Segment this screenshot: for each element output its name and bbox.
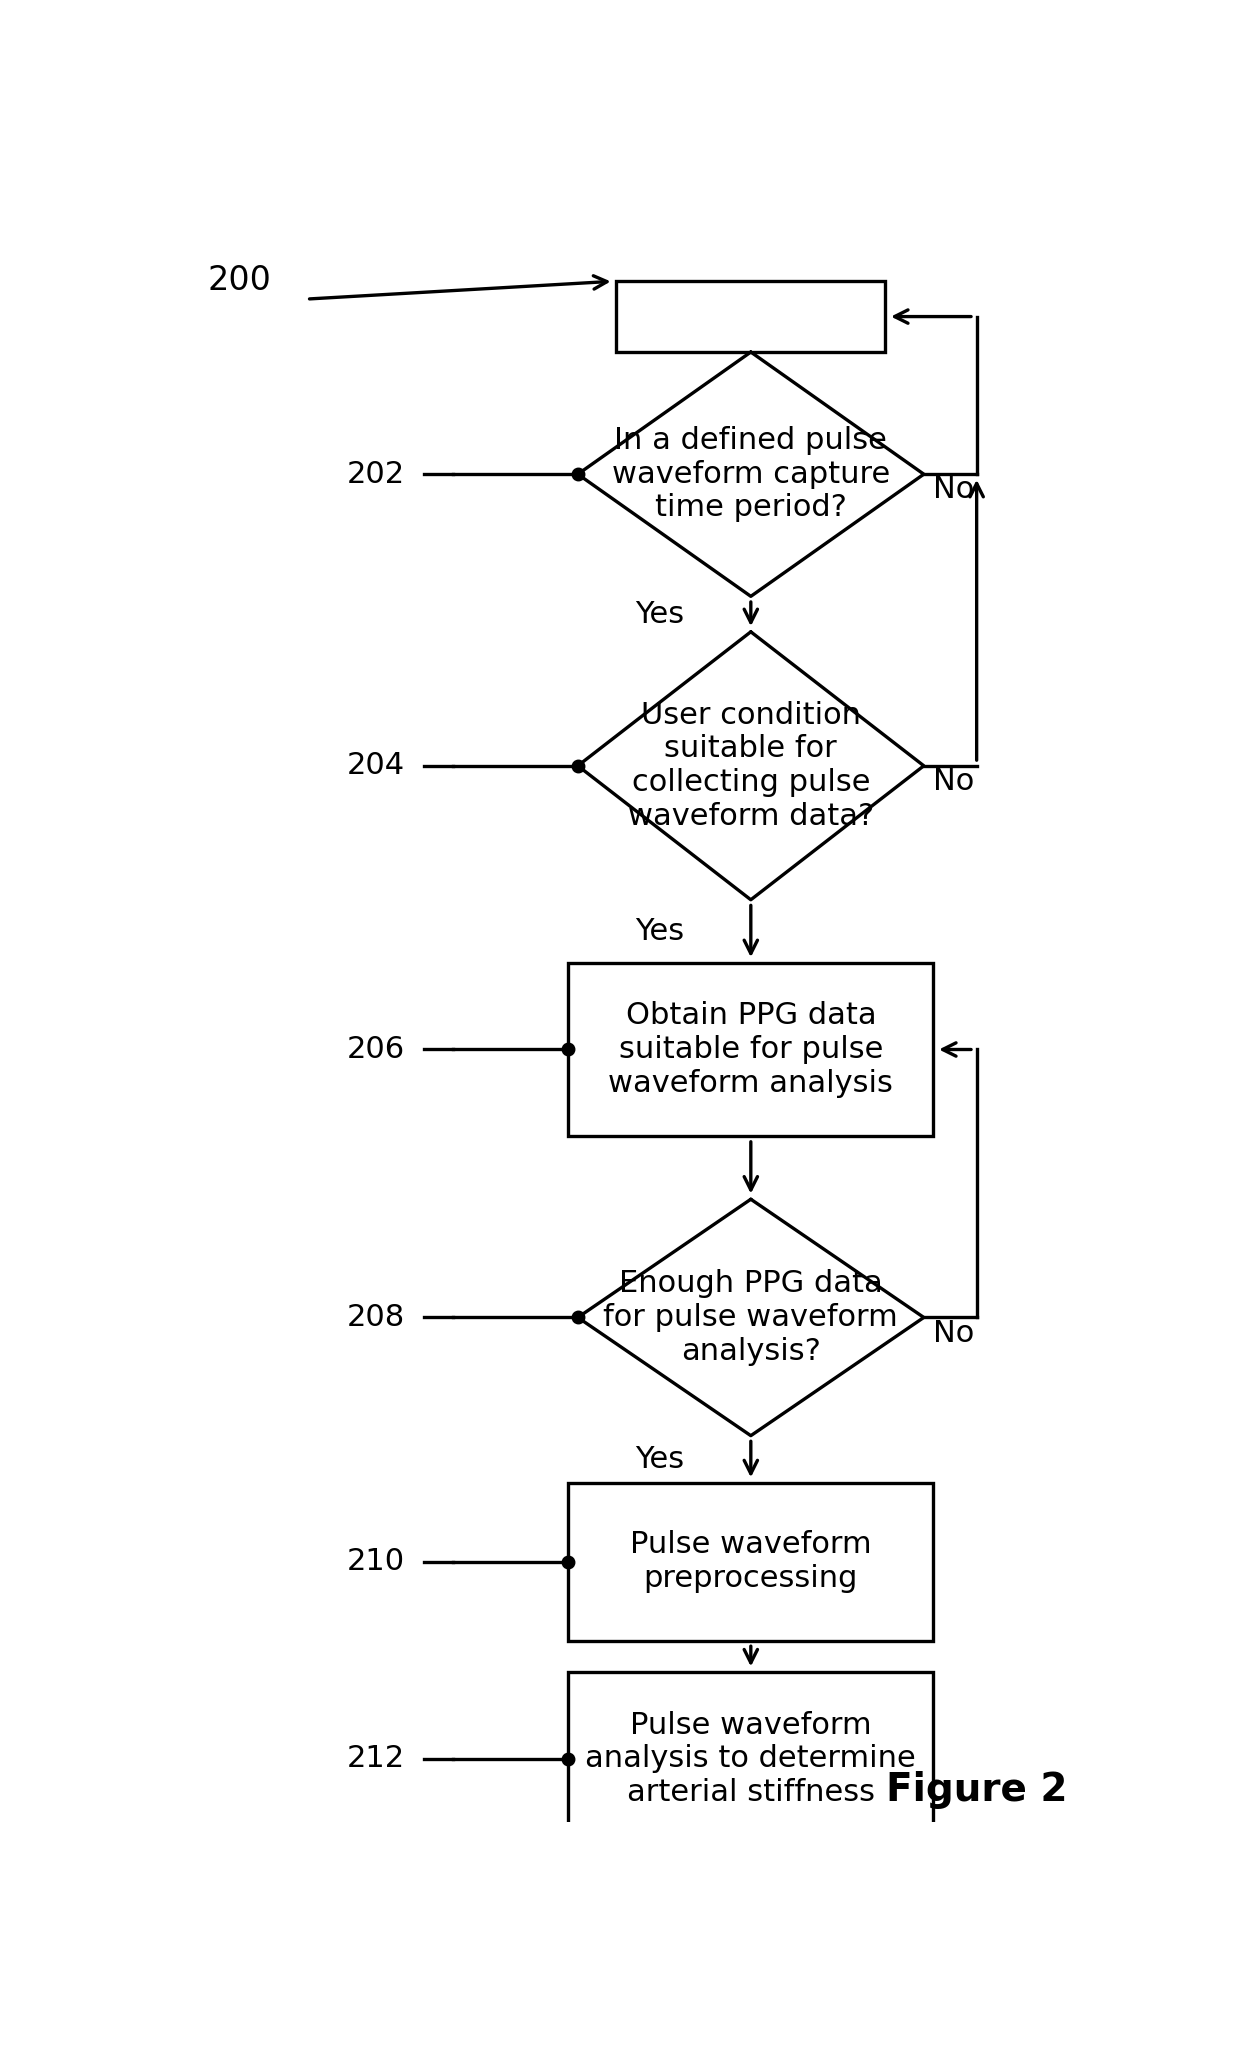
Text: 208: 208	[347, 1304, 404, 1333]
Text: 206: 206	[347, 1036, 404, 1064]
Text: Figure 2: Figure 2	[885, 1771, 1068, 1810]
Text: 204: 204	[347, 751, 404, 780]
Bar	[568, 962, 934, 1136]
Text: No: No	[934, 768, 975, 796]
Text: In a defined pulse
waveform capture
time period?: In a defined pulse waveform capture time…	[611, 426, 890, 522]
Text: Yes: Yes	[635, 1445, 684, 1474]
Text: No: No	[934, 1318, 975, 1347]
Text: 210: 210	[347, 1548, 404, 1576]
Text: User condition
suitable for
collecting pulse
waveform data?: User condition suitable for collecting p…	[627, 700, 874, 831]
Text: 200: 200	[208, 264, 272, 297]
Text: 212: 212	[347, 1744, 404, 1773]
Text: Pulse waveform
analysis to determine
arterial stiffness: Pulse waveform analysis to determine art…	[585, 1711, 916, 1808]
Text: Yes: Yes	[635, 600, 684, 628]
Bar	[568, 1672, 934, 1846]
Text: Obtain PPG data
suitable for pulse
waveform analysis: Obtain PPG data suitable for pulse wavef…	[609, 1001, 893, 1097]
Text: 202: 202	[347, 461, 404, 489]
Bar	[616, 280, 885, 352]
Bar	[568, 1482, 934, 1640]
Text: No: No	[934, 475, 975, 504]
Text: Enough PPG data
for pulse waveform
analysis?: Enough PPG data for pulse waveform analy…	[604, 1269, 898, 1365]
Text: Pulse waveform
preprocessing: Pulse waveform preprocessing	[630, 1531, 872, 1593]
Text: Yes: Yes	[635, 917, 684, 946]
